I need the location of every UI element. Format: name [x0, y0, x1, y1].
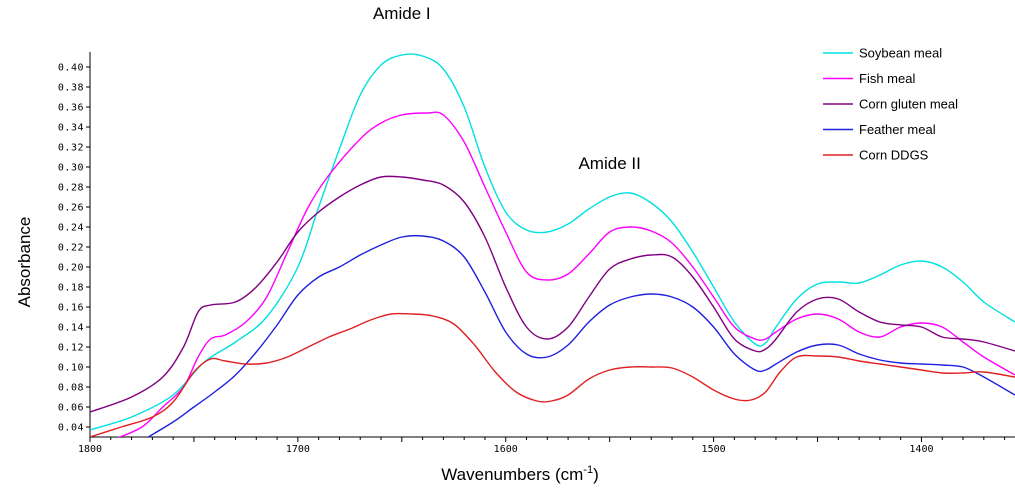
- y-tick-label: 0.16: [58, 303, 84, 314]
- y-tick-label: 0.10: [58, 363, 84, 374]
- y-tick-label: 0.26: [58, 203, 84, 214]
- legend-label-corn-ddgs: Corn DDGS: [859, 148, 929, 163]
- y-tick-label: 0.34: [58, 123, 84, 134]
- y-tick-label: 0.28: [58, 183, 84, 194]
- series-line-corn-gluten-meal: [90, 175, 1015, 413]
- x-tick-label: 1500: [702, 444, 726, 455]
- y-axis: 0.04 0.06 0.08 0.10 0.12 0.14 0.16 0.18 0.20 0.22…: [58, 52, 91, 437]
- x-tick-label: 1400: [909, 444, 933, 455]
- y-tick-label: 0.18: [58, 283, 84, 294]
- annotation-1: Amide I: [373, 4, 431, 23]
- x-tick-label: 1600: [494, 444, 518, 455]
- y-tick-label: 0.12: [58, 343, 84, 354]
- series-line-corn-ddgs: [90, 312, 1015, 437]
- y-tick-label: 0.14: [58, 323, 84, 334]
- annotations: Amide I Amide II: [373, 4, 641, 173]
- x-axis-title-main: Wavenumbers (cm: [441, 465, 583, 484]
- series-line-fish-meal: [118, 111, 1015, 437]
- y-tick-label: 0.24: [58, 223, 84, 234]
- y-tick-label: 0.30: [58, 163, 84, 174]
- series-layer: [90, 53, 1015, 437]
- legend-label-feather-meal: Feather meal: [859, 122, 936, 137]
- x-axis: 1800 1700 1600 1500 1400: [78, 436, 1015, 455]
- y-tick-label: 0.38: [58, 83, 84, 94]
- x-axis-title-end: ): [593, 465, 599, 484]
- y-tick-label: 0.20: [58, 263, 84, 274]
- x-tick-label: 1700: [286, 444, 310, 455]
- series-line-feather-meal: [147, 234, 1015, 437]
- annotation-2: Amide II: [578, 154, 640, 173]
- y-tick-label: 0.08: [58, 383, 84, 394]
- series-line-soybean-meal: [90, 53, 1015, 431]
- y-tick-label: 0.32: [58, 143, 84, 154]
- legend: Soybean meal Fish meal Corn gluten meal Fea…: [823, 46, 958, 163]
- x-tick-label: 1800: [78, 444, 102, 455]
- legend-label-fish-meal: Fish meal: [859, 71, 915, 86]
- x-axis-title-sup: -1: [583, 464, 593, 476]
- y-tick-label: 0.36: [58, 103, 84, 114]
- y-axis-title: Absorbance: [15, 217, 34, 308]
- legend-label-corn-gluten-meal: Corn gluten meal: [859, 97, 958, 112]
- y-tick-label: 0.22: [58, 243, 84, 254]
- y-tick-label: 0.40: [58, 63, 84, 74]
- legend-label-soybean-meal: Soybean meal: [859, 46, 942, 61]
- x-axis-title: Wavenumbers (cm-1): [441, 464, 598, 484]
- y-tick-label: 0.06: [58, 403, 84, 414]
- y-tick-label: 0.04: [58, 423, 84, 434]
